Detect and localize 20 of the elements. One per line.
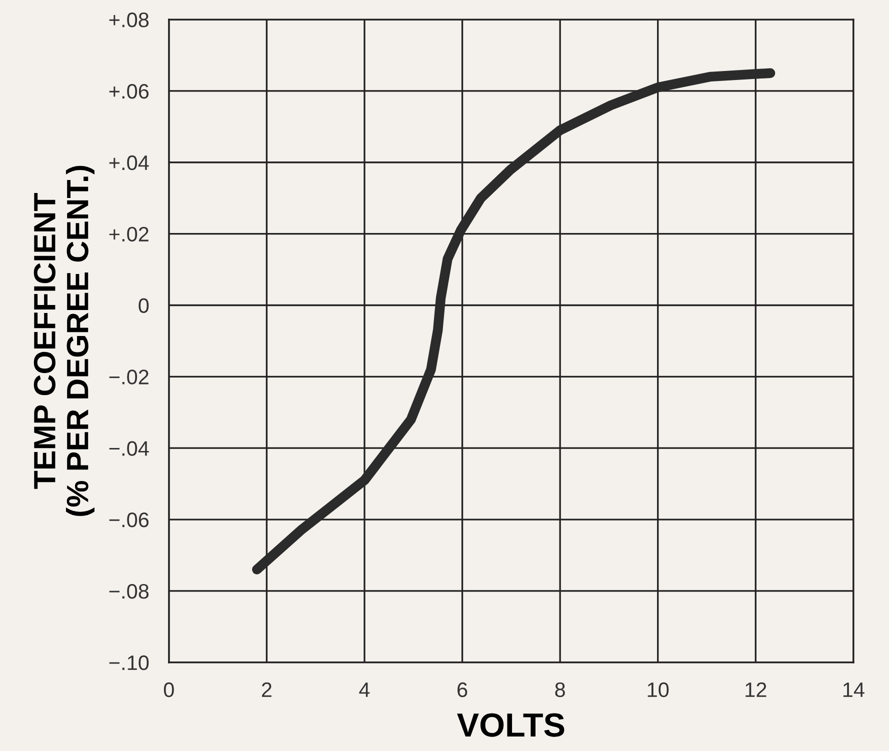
x-tick-label: 12	[746, 682, 766, 697]
y-tick-label: −.02	[109, 370, 148, 384]
x-tick-label: 14	[843, 682, 864, 697]
y-tick-label: −.10	[109, 655, 149, 670]
y-axis-title: TEMP COEFFICIENT (% PER DEGREE CENT.)	[34, 166, 94, 516]
x-tick-label: 0	[164, 682, 174, 698]
y-tick-label: −.08	[109, 584, 149, 599]
x-axis-title: VOLTS	[457, 713, 564, 737]
y-tick-label: 0	[138, 298, 149, 313]
x-tick-label: 4	[359, 682, 370, 697]
x-tick-label: 8	[555, 682, 565, 698]
y-tick-label: −.06	[109, 512, 149, 528]
x-tick-label: 10	[648, 682, 669, 698]
y-tick-label: +.04	[109, 155, 149, 170]
y-tick-label: +.08	[109, 12, 149, 28]
y-tick-label: −.04	[109, 441, 149, 456]
y-tick-label: +.06	[109, 84, 149, 99]
y-tick-label: +.02	[109, 226, 148, 242]
x-tick-label: 6	[458, 682, 468, 698]
x-tick-label: 2	[262, 682, 272, 697]
